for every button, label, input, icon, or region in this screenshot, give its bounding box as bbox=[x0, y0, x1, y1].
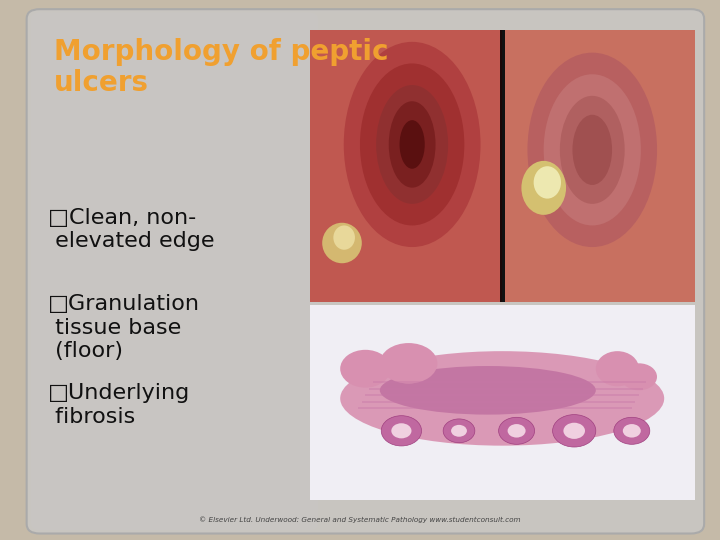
Circle shape bbox=[382, 416, 422, 446]
Circle shape bbox=[451, 425, 467, 437]
Circle shape bbox=[564, 423, 585, 439]
Bar bbox=[310, 305, 695, 500]
Ellipse shape bbox=[323, 222, 362, 263]
Bar bbox=[359, 407, 632, 409]
Ellipse shape bbox=[389, 102, 436, 187]
Ellipse shape bbox=[376, 85, 448, 204]
Text: □Clean, non-
 elevated edge: □Clean, non- elevated edge bbox=[48, 208, 215, 251]
Bar bbox=[310, 30, 695, 302]
Circle shape bbox=[498, 417, 534, 444]
Ellipse shape bbox=[343, 42, 480, 247]
Text: © Elsevier Ltd. Underwood: General and Systematic Pathology www.studentconsult.c: © Elsevier Ltd. Underwood: General and S… bbox=[199, 516, 521, 523]
Bar bbox=[361, 401, 635, 403]
Circle shape bbox=[443, 419, 474, 443]
Bar bbox=[365, 394, 639, 396]
Ellipse shape bbox=[572, 114, 612, 185]
Bar bbox=[369, 388, 642, 390]
Circle shape bbox=[392, 423, 412, 438]
Ellipse shape bbox=[380, 343, 438, 383]
FancyBboxPatch shape bbox=[31, 12, 318, 530]
Ellipse shape bbox=[341, 350, 391, 388]
Ellipse shape bbox=[534, 166, 561, 199]
Ellipse shape bbox=[380, 366, 596, 415]
Circle shape bbox=[623, 424, 641, 437]
Ellipse shape bbox=[333, 226, 355, 249]
Ellipse shape bbox=[400, 120, 425, 168]
Text: Morphology of peptic
ulcers: Morphology of peptic ulcers bbox=[54, 38, 389, 97]
Ellipse shape bbox=[544, 74, 641, 226]
Ellipse shape bbox=[596, 351, 639, 386]
Bar bbox=[310, 30, 500, 302]
Circle shape bbox=[553, 415, 596, 447]
Text: □Granulation
 tissue base
 (floor): □Granulation tissue base (floor) bbox=[48, 294, 200, 361]
Bar bbox=[502, 30, 505, 302]
Circle shape bbox=[508, 424, 526, 437]
Bar bbox=[373, 381, 647, 383]
Ellipse shape bbox=[621, 363, 657, 390]
Bar bbox=[310, 30, 500, 302]
Ellipse shape bbox=[560, 96, 625, 204]
Ellipse shape bbox=[360, 63, 464, 226]
FancyBboxPatch shape bbox=[27, 9, 704, 534]
Ellipse shape bbox=[521, 161, 566, 215]
Circle shape bbox=[613, 417, 649, 444]
Text: □Underlying
 fibrosis: □Underlying fibrosis bbox=[48, 383, 191, 427]
Bar bbox=[504, 30, 695, 302]
Ellipse shape bbox=[528, 52, 657, 247]
Ellipse shape bbox=[340, 351, 665, 445]
